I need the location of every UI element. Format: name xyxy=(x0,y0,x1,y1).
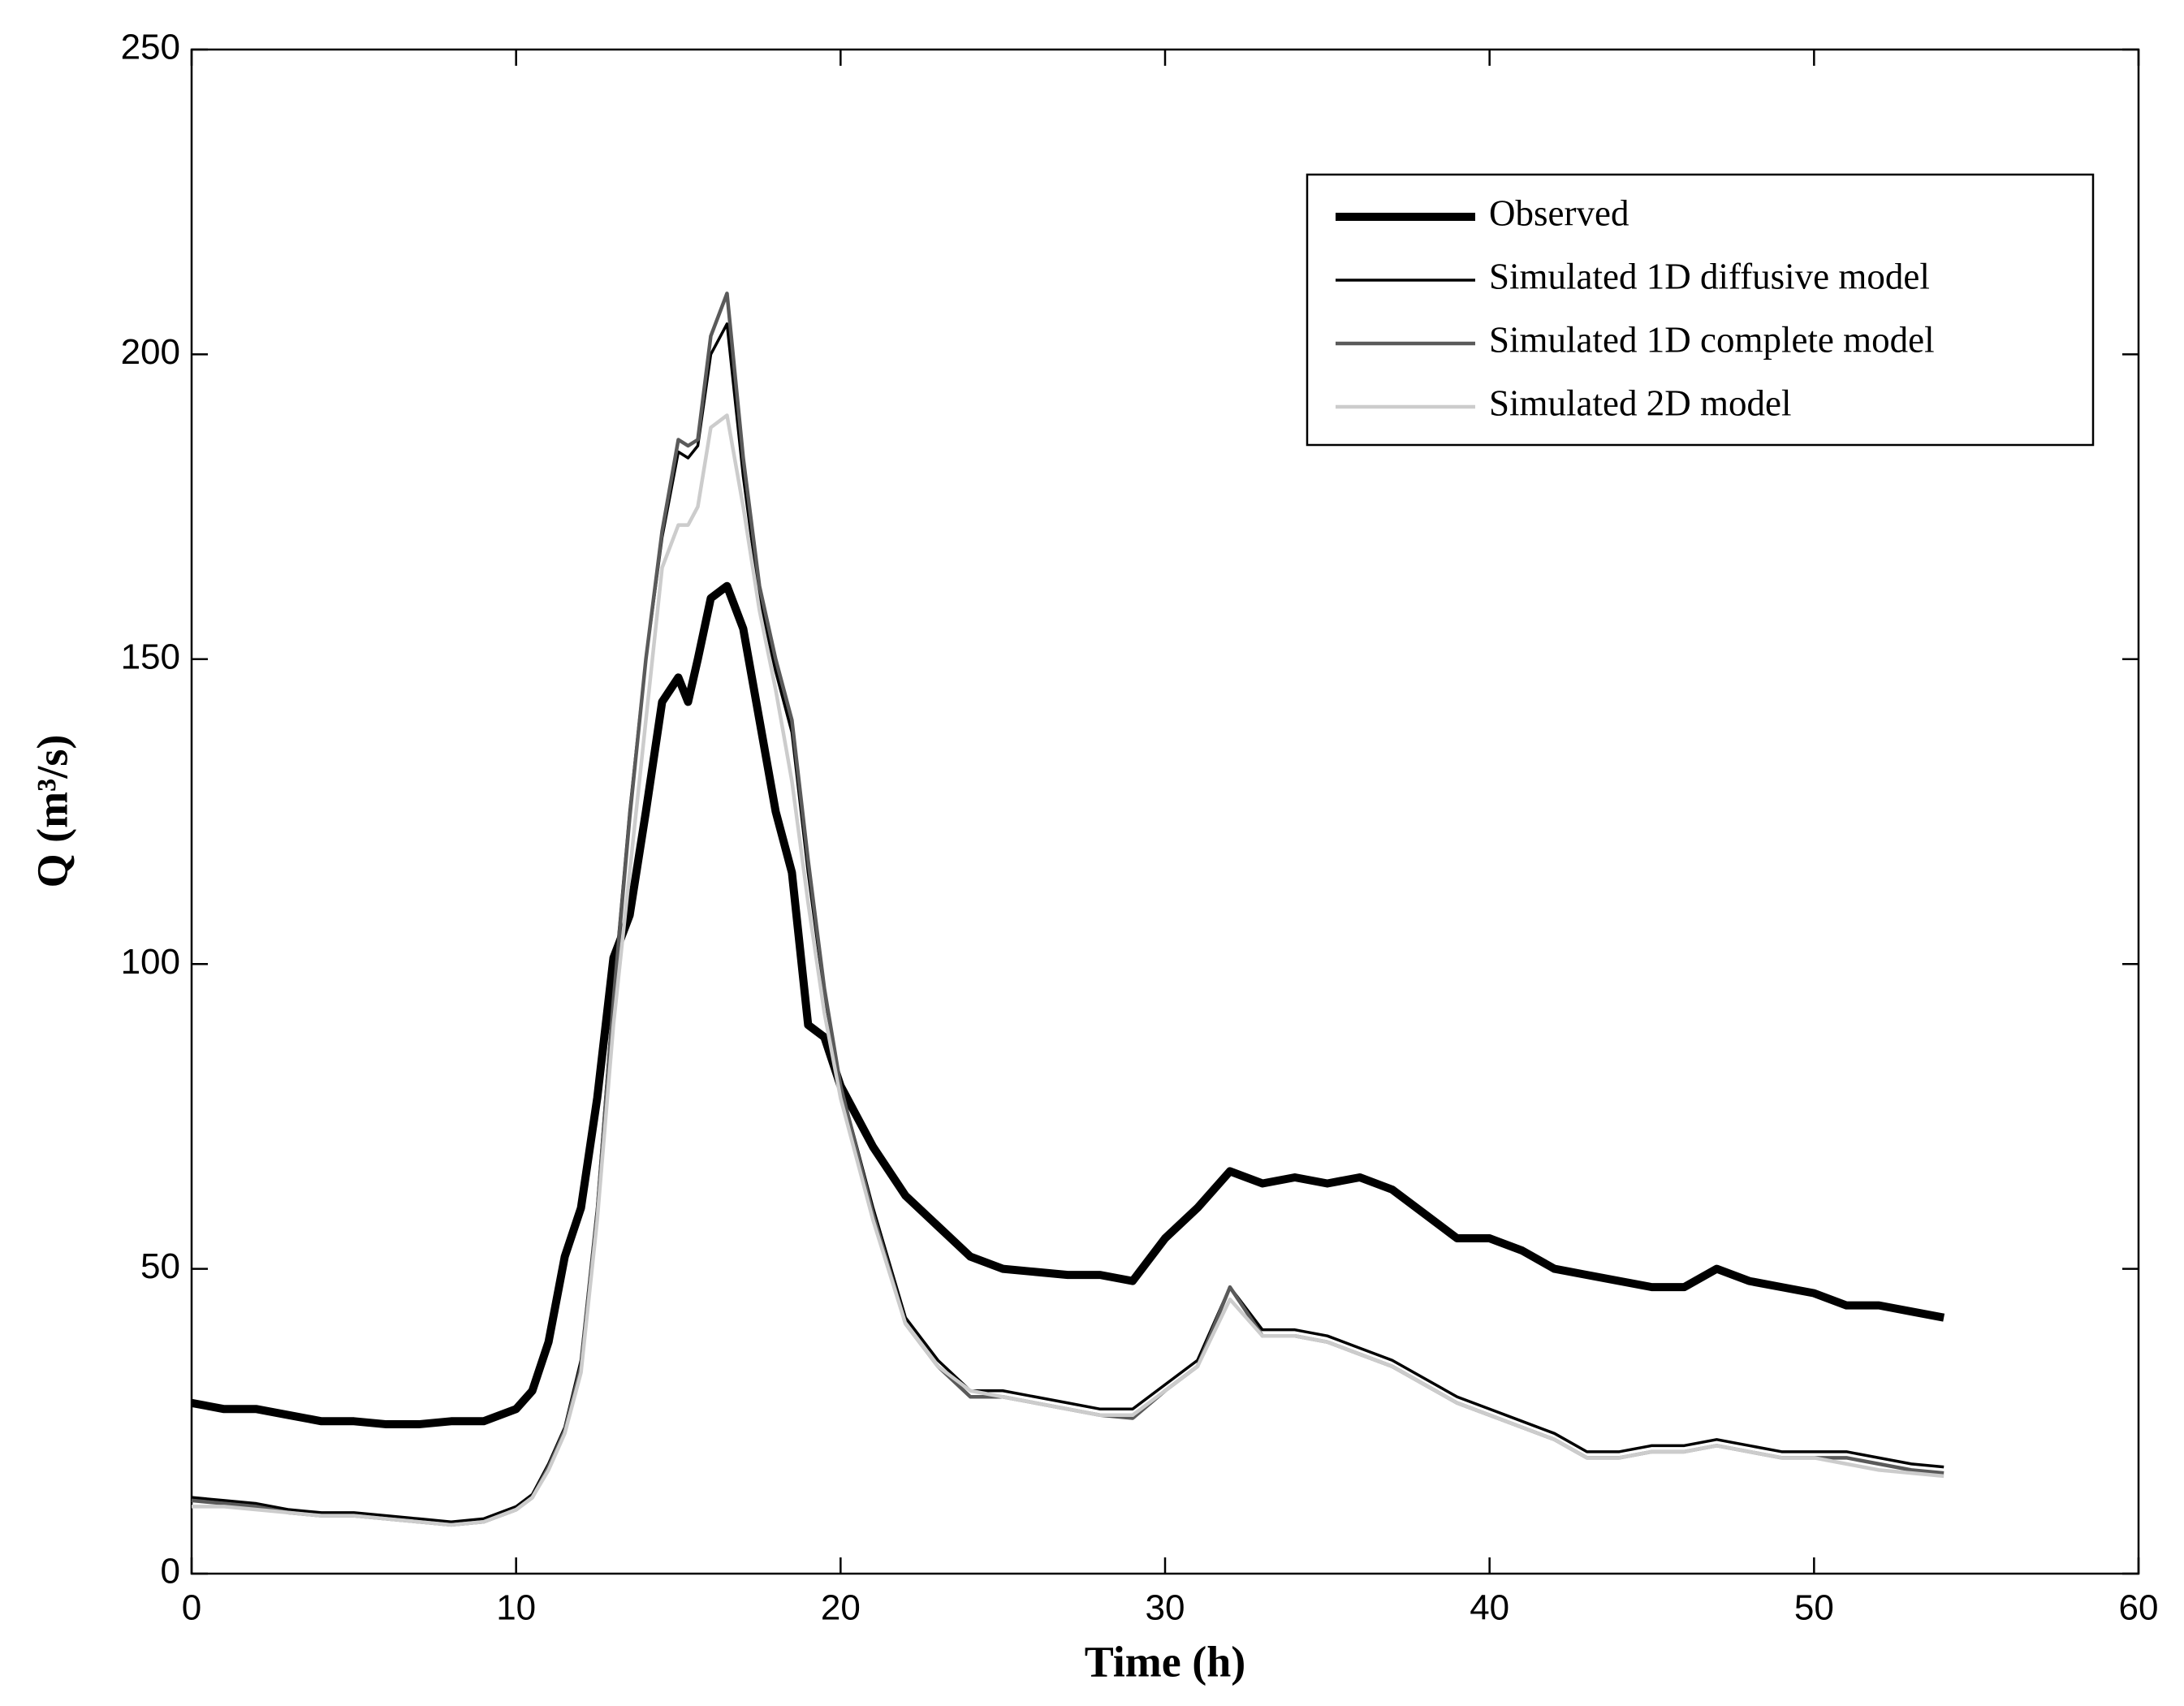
x-tick-label: 60 xyxy=(2119,1588,2159,1628)
y-tick-label: 250 xyxy=(121,28,180,67)
series-line xyxy=(192,413,1944,1527)
series-line xyxy=(191,581,1945,1429)
x-tick-label: 40 xyxy=(1470,1588,1509,1628)
y-axis-label: Q (m³/s) xyxy=(28,735,76,888)
x-tick-label: 0 xyxy=(182,1588,201,1628)
y-tick-label: 0 xyxy=(161,1552,180,1592)
x-tick-label: 20 xyxy=(821,1588,861,1628)
x-tick-label: 50 xyxy=(1794,1588,1834,1628)
x-axis-label: Time (h) xyxy=(1085,1637,1246,1686)
series-line xyxy=(191,322,1944,1523)
legend-label: Simulated 1D complete model xyxy=(1489,319,1935,360)
y-tick-label: 100 xyxy=(121,942,180,982)
y-tick-label: 200 xyxy=(121,332,180,372)
legend-label: Simulated 1D diffusive model xyxy=(1489,256,1930,296)
series-line xyxy=(191,292,1944,1527)
y-tick-label: 150 xyxy=(121,637,180,676)
y-tick-label: 50 xyxy=(140,1246,180,1286)
x-tick-label: 10 xyxy=(496,1588,536,1628)
legend-label: Observed xyxy=(1489,192,1629,233)
x-tick-label: 30 xyxy=(1146,1588,1185,1628)
legend-label: Simulated 2D model xyxy=(1489,382,1791,423)
